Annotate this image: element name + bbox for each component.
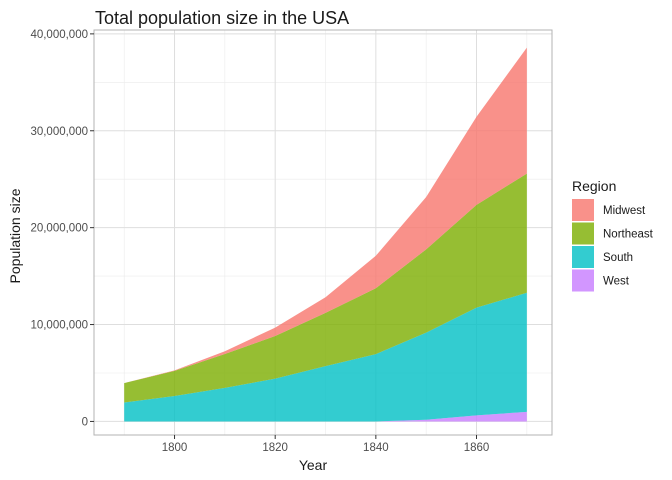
legend-label-south: South	[603, 252, 633, 264]
panel-border	[93, 29, 553, 436]
area-midwest	[124, 47, 527, 384]
x-tick-label: 1840	[363, 442, 389, 454]
legend-swatch-northeast	[572, 222, 594, 245]
area-west	[124, 411, 527, 422]
area-northeast	[124, 173, 527, 403]
legend-title: Region	[572, 178, 616, 194]
y-tick-label: 0	[82, 416, 88, 428]
area-series	[124, 47, 527, 422]
x-tick-label: 1820	[262, 442, 288, 454]
area-south	[124, 292, 527, 422]
y-tick-label: 40,000,000	[30, 29, 88, 41]
y-tick-label: 10,000,000	[30, 320, 88, 332]
legend-label-midwest: Midwest	[603, 205, 646, 217]
x-axis-title: Year	[299, 457, 328, 473]
legend-swatch-west	[572, 269, 594, 292]
x-axis: 1800 1820 1840 1860	[162, 435, 490, 454]
plot-panel	[93, 29, 553, 436]
y-axis-title: Population size	[7, 188, 23, 283]
y-tick-label: 30,000,000	[30, 126, 88, 138]
y-axis: 0 10,000,000 20,000,000 30,000,000 40,000,00…	[30, 29, 94, 428]
x-tick-label: 1800	[162, 442, 188, 454]
legend-label-west: West	[603, 276, 630, 288]
y-tick-label: 20,000,000	[30, 223, 88, 235]
legend-swatch-midwest	[572, 199, 594, 221]
legend-label-northeast: Northeast	[603, 229, 654, 241]
chart-title: Total population size in the USA	[95, 8, 349, 28]
legend: Region Midwest Northeast South West	[572, 178, 654, 292]
legend-swatch-south	[572, 246, 594, 268]
x-tick-label: 1860	[464, 442, 490, 454]
